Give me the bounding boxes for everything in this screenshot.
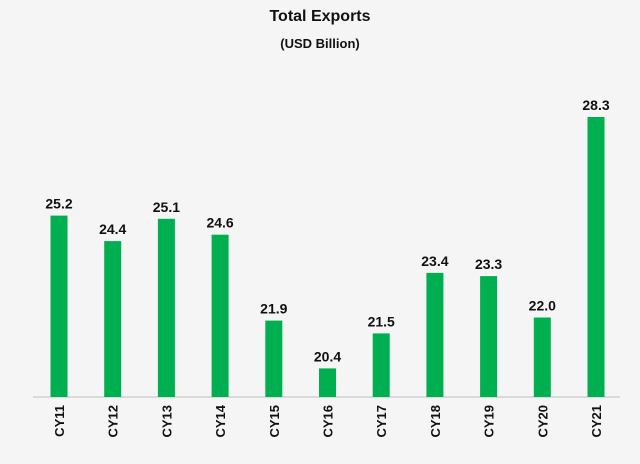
data-label-cy19: 23.3 bbox=[475, 256, 502, 272]
chart-subtitle: (USD Billion) bbox=[280, 36, 360, 51]
x-tick-label-cy14: CY14 bbox=[213, 404, 228, 437]
x-tick-label-cy21: CY21 bbox=[589, 405, 604, 438]
data-label-cy17: 21.5 bbox=[368, 313, 395, 329]
data-label-cy15: 21.9 bbox=[260, 301, 287, 317]
bar-cy20 bbox=[533, 317, 551, 397]
x-tick-label-cy11: CY11 bbox=[52, 405, 67, 437]
bar-cy16 bbox=[319, 368, 336, 397]
data-label-cy11: 25.2 bbox=[45, 196, 72, 212]
bar-cy13 bbox=[157, 218, 175, 397]
data-label-cy14: 24.6 bbox=[206, 215, 233, 231]
bar-cy21 bbox=[587, 117, 605, 397]
x-tick-label-cy13: CY13 bbox=[159, 405, 174, 438]
data-label-cy12: 24.4 bbox=[99, 221, 126, 237]
x-tick-label-cy15: CY15 bbox=[267, 405, 282, 438]
bar-cy19 bbox=[480, 276, 498, 397]
data-label-cy21: 28.3 bbox=[582, 97, 609, 113]
data-label-cy18: 23.4 bbox=[421, 253, 448, 269]
bar-cy15 bbox=[265, 320, 283, 397]
data-label-cy20: 22.0 bbox=[529, 298, 556, 314]
bar-cy18 bbox=[426, 272, 444, 397]
bar-cy14 bbox=[211, 234, 229, 397]
bar-cy12 bbox=[104, 241, 122, 397]
x-tick-label-cy18: CY18 bbox=[428, 405, 443, 438]
x-tick-label-cy17: CY17 bbox=[374, 405, 389, 438]
x-tick-label-cy19: CY19 bbox=[482, 405, 497, 438]
x-tick-label-cy20: CY20 bbox=[535, 405, 550, 438]
x-tick-label-cy12: CY12 bbox=[106, 405, 121, 438]
chart-title: Total Exports bbox=[269, 8, 371, 25]
bar-cy11 bbox=[50, 215, 68, 397]
data-label-cy16: 20.4 bbox=[314, 348, 341, 364]
x-tick-label-cy16: CY16 bbox=[321, 405, 336, 438]
bar-cy17 bbox=[372, 333, 390, 397]
data-label-cy13: 25.1 bbox=[153, 199, 180, 215]
